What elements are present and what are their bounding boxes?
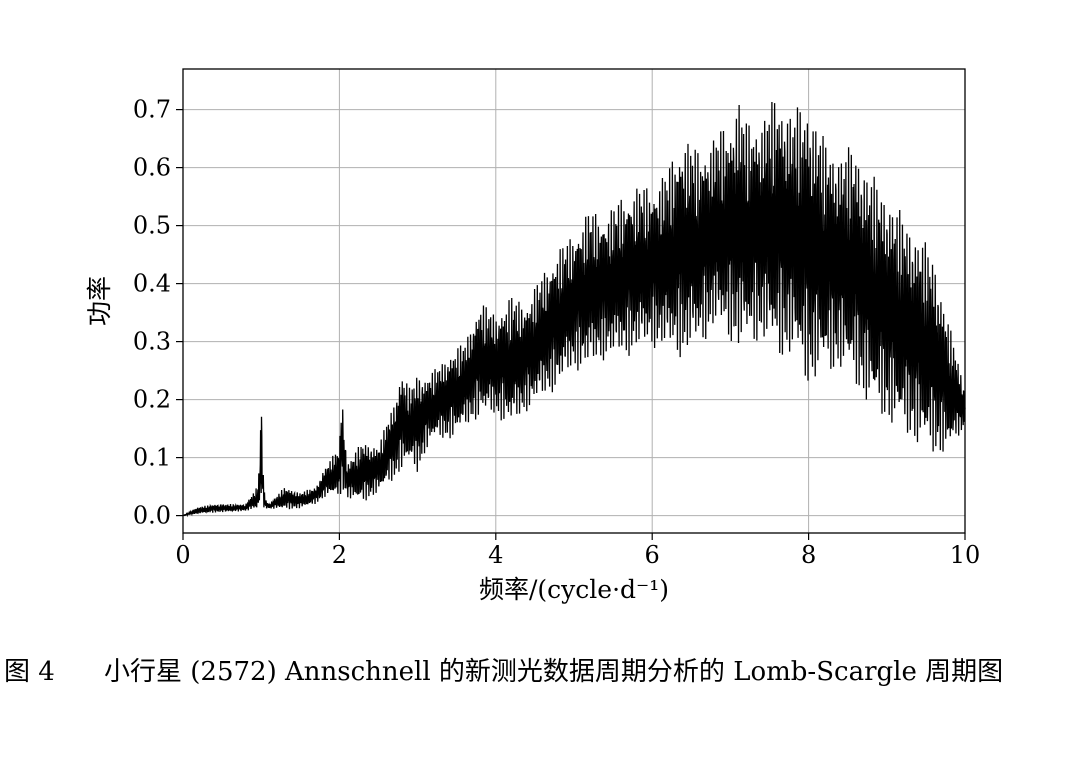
- y-tick-label: 0.5: [133, 212, 171, 240]
- plot-frame: [182, 68, 966, 534]
- y-axis-label: 功率: [85, 276, 114, 326]
- axis-ticks: [176, 108, 966, 540]
- y-tick-label: 0.4: [133, 270, 171, 298]
- y-tick-label: 0.2: [133, 386, 171, 414]
- x-tick-label: 10: [950, 541, 981, 569]
- y-tick-label: 0.3: [133, 328, 171, 356]
- periodogram-chart: 0 2 4 6 8 10 0.0 0.1 0.2 0.3 0.4 0.5 0.6 0.7 频率/(cycl…: [85, 68, 980, 604]
- x-tick-label: 2: [332, 541, 347, 569]
- y-tick-label: 0.6: [133, 154, 171, 182]
- x-tick-label: 4: [488, 541, 503, 569]
- x-tick-label: 6: [645, 541, 660, 569]
- x-tick-label: 8: [801, 541, 816, 569]
- tick-labels: 0 2 4 6 8 10 0.0 0.1 0.2 0.3 0.4 0.5 0.6 0.7: [133, 96, 980, 569]
- figure-caption: 图 4 小行星 (2572) Annschnell 的新测光数据周期分析的 Lom…: [0, 652, 1069, 692]
- x-tick-label: 0: [175, 541, 190, 569]
- x-axis-label: 频率/(cycle·d⁻¹): [479, 575, 669, 604]
- caption-text: 小行星 (2572) Annschnell 的新测光数据周期分析的 Lomb-S…: [104, 657, 1004, 687]
- figure-number: 图 4: [4, 657, 55, 687]
- y-tick-label: 0.7: [133, 96, 171, 124]
- y-tick-label: 0.1: [133, 444, 171, 472]
- power-spectrum-line: [182, 102, 966, 518]
- y-tick-label: 0.0: [133, 502, 171, 530]
